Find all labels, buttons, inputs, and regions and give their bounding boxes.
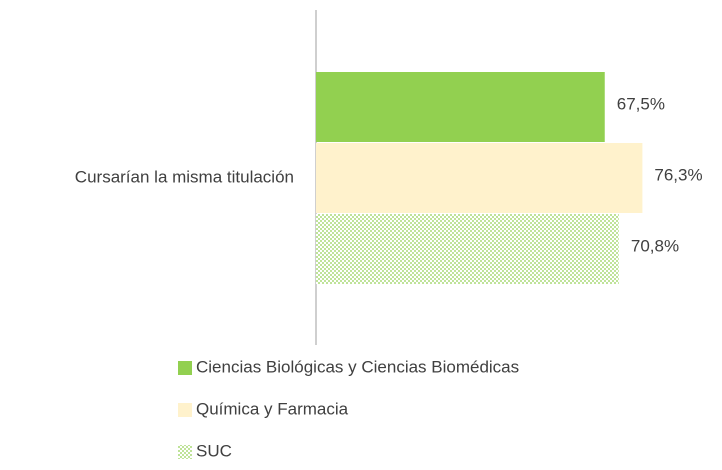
legend-swatch [178, 403, 192, 417]
legend-swatch [178, 445, 192, 459]
bar [316, 214, 619, 284]
legend-label: SUC [196, 441, 232, 460]
value-label: 67,5% [617, 94, 665, 113]
bar [316, 143, 643, 213]
bar [316, 72, 605, 142]
value-label: 76,3% [654, 165, 702, 184]
value-label: 70,8% [631, 236, 679, 255]
category-label: Cursarían la misma titulación [75, 167, 294, 186]
legend-swatch [178, 361, 192, 375]
legend-label: Ciencias Biológicas y Ciencias Biomédica… [196, 357, 519, 376]
legend-label: Química y Farmacia [196, 399, 349, 418]
